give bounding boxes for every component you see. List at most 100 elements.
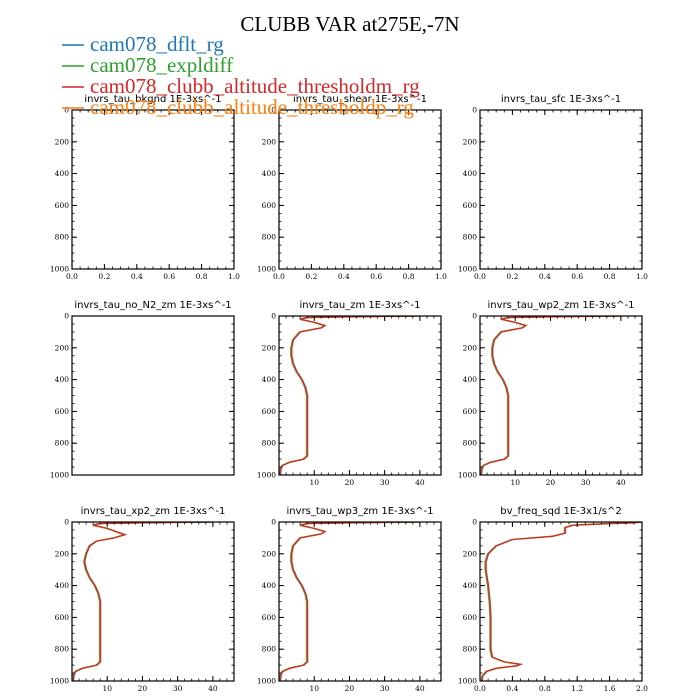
x-tick-label: 1.0 bbox=[435, 272, 447, 281]
series-group bbox=[279, 316, 421, 475]
x-tick-label: 40 bbox=[208, 684, 218, 693]
x-tick-label: 0.4 bbox=[506, 684, 518, 693]
series-line-cam078_clubb_altitude_thresholdm_rg bbox=[481, 522, 642, 681]
y-tick-label: 1000 bbox=[50, 471, 69, 480]
panel-title: invrs_tau_wp2_zm 1E-3xs^-1 bbox=[488, 300, 635, 311]
x-tick-label: 0.0 bbox=[66, 272, 78, 281]
series-line-cam078_clubb_altitude_thresholdp_rg bbox=[279, 522, 420, 681]
panel-title: invrs_tau_shear 1E-3xs^-1 bbox=[293, 94, 427, 105]
y-tick-label: 1000 bbox=[458, 677, 477, 686]
y-tick-label: 1000 bbox=[458, 265, 477, 274]
series-line-cam078_clubb_altitude_thresholdp_rg bbox=[72, 522, 213, 681]
panel-title: invrs_tau_sfc 1E-3xs^-1 bbox=[501, 94, 621, 105]
x-tick-label: 1.2 bbox=[571, 684, 583, 693]
series-line-cam078_clubb_altitude_thresholdp_rg bbox=[480, 316, 621, 475]
panel-8: invrs_tau_wp3_zm 1E-3xs^-1 0 200 400 600 800 1… bbox=[257, 506, 442, 693]
y-tick-label: 800 bbox=[463, 233, 478, 242]
y-tick-label: 600 bbox=[262, 407, 277, 416]
x-tick-label: 20 bbox=[345, 684, 355, 693]
legend-entry: cam078_clubb_altitude_thresholdm_rg bbox=[90, 74, 420, 98]
series-line-cam078_expldiff bbox=[279, 316, 421, 475]
legend-entry: cam078_expldiff bbox=[90, 53, 233, 77]
y-tick-label: 200 bbox=[55, 137, 70, 146]
y-tick-label: 800 bbox=[55, 645, 70, 654]
panel-title: bv_freq_sqd 1E-3x1/s^2 bbox=[500, 506, 622, 517]
y-tick-label: 600 bbox=[262, 613, 277, 622]
y-tick-label: 600 bbox=[463, 201, 478, 210]
x-tick-label: 0.4 bbox=[338, 272, 350, 281]
y-tick-label: 800 bbox=[55, 233, 70, 242]
x-tick-label: 0.0 bbox=[474, 272, 486, 281]
y-tick-label: 200 bbox=[463, 137, 478, 146]
series-line-cam078_dflt_rg bbox=[480, 522, 642, 681]
x-tick-label: 1.0 bbox=[228, 272, 240, 281]
y-tick-label: 600 bbox=[463, 407, 478, 416]
y-tick-label: 800 bbox=[262, 439, 277, 448]
x-tick-label: 40 bbox=[616, 478, 626, 487]
panel-3: invrs_tau_sfc 1E-3xs^-1 0 200 400 600 800 1000… bbox=[458, 94, 648, 281]
panel-1: invrs_tau_bkgnd 1E-3xs^-1 0 200 400 600 800 10… bbox=[50, 94, 240, 281]
y-tick-label: 400 bbox=[262, 581, 277, 590]
x-tick-label: 0.4 bbox=[131, 272, 143, 281]
panel-frame bbox=[479, 521, 643, 682]
y-tick-label: 200 bbox=[55, 343, 70, 352]
series-line-cam078_expldiff bbox=[72, 522, 214, 681]
y-tick-label: 0 bbox=[472, 106, 477, 115]
series-line-cam078_clubb_altitude_thresholdp_rg bbox=[279, 316, 420, 475]
panel-6: invrs_tau_wp2_zm 1E-3xs^-1 0 200 400 600 800 1… bbox=[458, 300, 643, 487]
series-line-cam078_dflt_rg bbox=[72, 522, 213, 681]
y-tick-label: 600 bbox=[262, 201, 277, 210]
y-tick-label: 0 bbox=[64, 518, 69, 527]
x-tick-label: 20 bbox=[345, 478, 355, 487]
y-tick-label: 800 bbox=[262, 645, 277, 654]
x-tick-label: 20 bbox=[138, 684, 148, 693]
legend: cam078_dflt_rgcam078_expldiffcam078_club… bbox=[62, 32, 420, 119]
y-tick-label: 0 bbox=[472, 312, 477, 321]
series-group bbox=[279, 522, 421, 681]
x-tick-label: 0.0 bbox=[273, 272, 285, 281]
x-tick-label: 30 bbox=[581, 478, 591, 487]
legend-entry: cam078_dflt_rg bbox=[90, 32, 224, 56]
y-tick-label: 200 bbox=[463, 343, 478, 352]
panels: invrs_tau_bkgnd 1E-3xs^-1020040060080010… bbox=[50, 94, 648, 693]
x-tick-label: 0.4 bbox=[539, 272, 551, 281]
y-tick-label: 200 bbox=[262, 549, 277, 558]
x-tick-label: 10 bbox=[102, 684, 112, 693]
y-tick-label: 200 bbox=[262, 137, 277, 146]
y-tick-label: 1000 bbox=[257, 471, 276, 480]
x-tick-label: 0.8 bbox=[539, 684, 551, 693]
panel-title: invrs_tau_xp2_zm 1E-3xs^-1 bbox=[81, 506, 226, 517]
series-line-cam078_clubb_altitude_thresholdp_rg bbox=[480, 522, 642, 681]
panel-9: bv_freq_sqd 1E-3x1/s^2020040060080010000… bbox=[458, 506, 648, 693]
y-tick-label: 0 bbox=[472, 518, 477, 527]
y-tick-label: 0 bbox=[271, 106, 276, 115]
y-tick-label: 200 bbox=[463, 549, 478, 558]
y-tick-label: 0 bbox=[64, 106, 69, 115]
x-tick-label: 30 bbox=[380, 478, 390, 487]
panel-4: invrs_tau_no_N2_zm 1E-3xs^-1 0 200 400 600 80… bbox=[50, 300, 235, 480]
y-tick-label: 800 bbox=[55, 439, 70, 448]
x-tick-label: 2.0 bbox=[636, 684, 648, 693]
x-tick-label: 30 bbox=[380, 684, 390, 693]
y-tick-label: 1000 bbox=[458, 471, 477, 480]
y-tick-label: 400 bbox=[463, 581, 478, 590]
y-tick-label: 0 bbox=[271, 312, 276, 321]
y-tick-label: 400 bbox=[262, 169, 277, 178]
y-tick-label: 800 bbox=[463, 439, 478, 448]
panel-frame bbox=[71, 315, 235, 476]
x-tick-label: 40 bbox=[415, 478, 425, 487]
series-line-cam078_expldiff bbox=[481, 522, 642, 681]
panel-frame bbox=[71, 109, 235, 270]
y-tick-label: 400 bbox=[463, 375, 478, 384]
y-tick-label: 800 bbox=[463, 645, 478, 654]
y-tick-label: 400 bbox=[55, 581, 70, 590]
panel-frame bbox=[278, 109, 442, 270]
panel-7: invrs_tau_xp2_zm 1E-3xs^-1 0 200 400 600 800 1… bbox=[50, 506, 235, 693]
series-line-cam078_clubb_altitude_thresholdm_rg bbox=[481, 316, 622, 475]
x-tick-label: 10 bbox=[309, 684, 319, 693]
y-tick-label: 600 bbox=[55, 613, 70, 622]
series-line-cam078_dflt_rg bbox=[279, 316, 420, 475]
series-line-cam078_expldiff bbox=[279, 522, 421, 681]
y-tick-label: 1000 bbox=[50, 677, 69, 686]
x-tick-label: 0.0 bbox=[474, 684, 486, 693]
